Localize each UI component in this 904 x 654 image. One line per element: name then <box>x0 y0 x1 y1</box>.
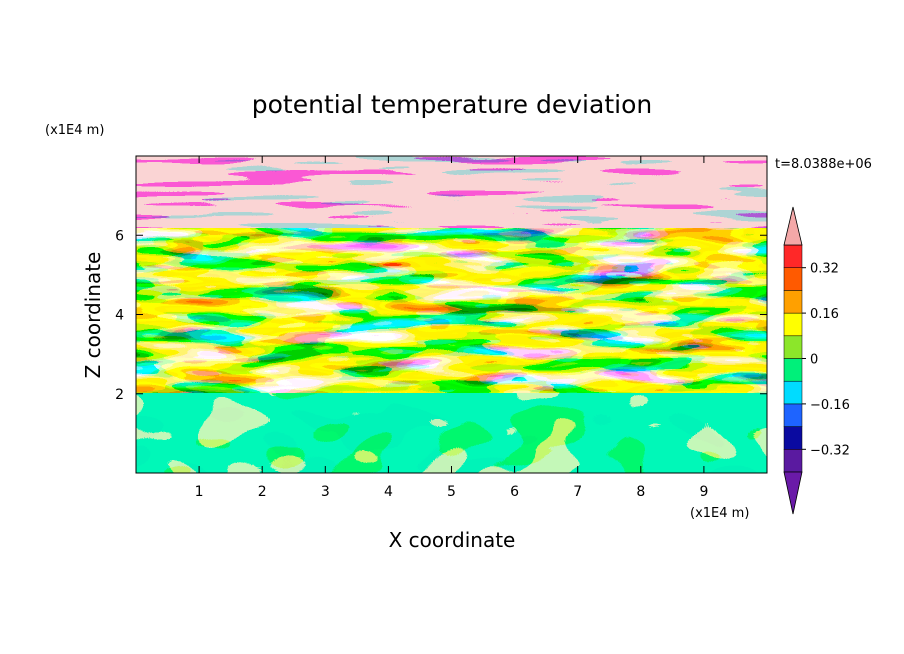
colorbar-swatch <box>783 312 803 337</box>
x-tick-label: 8 <box>636 484 645 500</box>
x-tick-label: 6 <box>510 484 519 500</box>
colorbar-swatch <box>783 358 803 382</box>
chart-title: potential temperature deviation <box>252 90 652 119</box>
x-tick-label: 2 <box>258 484 267 500</box>
y-tick-label: 4 <box>115 308 124 324</box>
colorbar: −0.32 −0.16 0 0.16 0.32 <box>783 206 850 515</box>
y-axis: 2 4 6 <box>115 228 767 403</box>
x-axis: 1 2 3 4 5 6 7 8 9 <box>195 156 708 500</box>
colorbar-label: 0.32 <box>810 262 839 277</box>
colorbar-swatch <box>783 403 803 427</box>
colorbar-label: 0 <box>810 353 818 368</box>
colorbar-over-triangle <box>783 206 803 246</box>
x-unit-label: (x1E4 m) <box>690 506 749 521</box>
x-tick-label: 5 <box>447 484 456 500</box>
colorbar-swatch <box>783 290 803 314</box>
y-unit-label: (x1E4 m) <box>45 123 104 138</box>
x-tick-label: 3 <box>321 484 330 500</box>
y-tick-label: 6 <box>115 228 124 244</box>
y-axis-title: Z coordinate <box>81 252 105 379</box>
field-turbulent-band <box>136 228 767 396</box>
colorbar-under-triangle <box>783 471 803 515</box>
y-tick-label: 2 <box>115 387 124 403</box>
colorbar-swatch <box>783 426 803 450</box>
colorbar-swatch <box>783 335 803 359</box>
plot-area <box>136 156 767 473</box>
time-label: t=8.0388e+06 <box>775 157 872 172</box>
x-tick-label: 1 <box>195 484 204 500</box>
colorbar-swatch <box>783 244 803 268</box>
x-tick-label: 9 <box>699 484 708 500</box>
x-tick-label: 4 <box>384 484 393 500</box>
x-tick-label: 7 <box>573 484 582 500</box>
colorbar-swatch <box>783 449 803 473</box>
colorbar-label: −0.16 <box>810 398 850 413</box>
x-axis-title: X coordinate <box>389 528 516 552</box>
colorbar-label: 0.16 <box>810 307 839 322</box>
colorbar-swatch <box>783 380 803 405</box>
field-calm-lower <box>136 393 767 473</box>
colorbar-label: −0.32 <box>810 443 850 458</box>
colorbar-swatch <box>783 267 803 291</box>
